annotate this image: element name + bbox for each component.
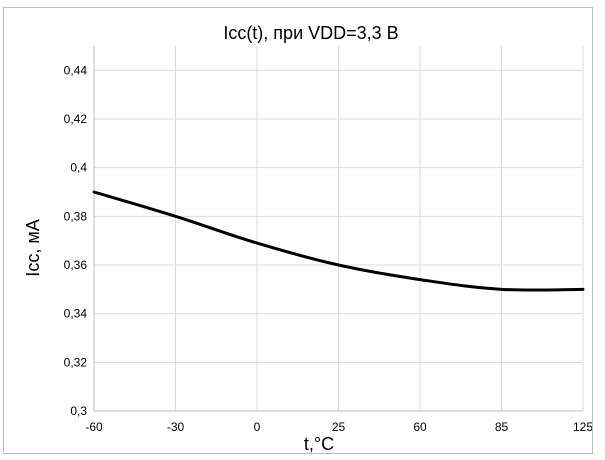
- x-tick-label: 85: [495, 420, 509, 434]
- y-axis-label: Icc, мА: [23, 219, 43, 276]
- x-tick-label: -30: [167, 420, 185, 434]
- y-tick-label: 0,32: [64, 355, 88, 369]
- y-tick-label: 0,36: [64, 258, 88, 272]
- series-layer: [92, 190, 585, 292]
- chart-svg: Icc(t), при VDD=3,3 В 0,30,320,340,360,3…: [23, 23, 592, 453]
- chart-frame: Icc(t), при VDD=3,3 В 0,3 0,32 0,34 0,36 0,3…: [3, 7, 593, 454]
- y-tick-labels: 0,3 0,32 0,34 0,36 0,38 0,4 0,42 0,44: [64, 63, 88, 418]
- x-axis-label: t,°C: [304, 434, 334, 453]
- y-tick-label: 0,44: [64, 63, 88, 77]
- y-tick-label: 0,34: [64, 307, 88, 321]
- x-tick-labels: -60 -30 0 25 60 85 125: [85, 420, 592, 434]
- y-tick-label: 0,3: [70, 404, 87, 418]
- y-tick-label: 0,42: [64, 112, 88, 126]
- x-tick-label: 25: [332, 420, 346, 434]
- x-tick-label: 125: [573, 420, 592, 434]
- series-line: [92, 190, 585, 292]
- axis-layer: [93, 46, 583, 412]
- x-tick-label: 60: [413, 420, 427, 434]
- x-tick-label: 0: [254, 420, 261, 434]
- y-tick-label: 0,38: [64, 209, 88, 223]
- grid-layer: [94, 46, 584, 411]
- chart-title: Icc(t), при VDD=3,3 В: [223, 23, 398, 43]
- y-tick-label: 0,4: [70, 161, 87, 175]
- x-tick-label: -60: [85, 420, 103, 434]
